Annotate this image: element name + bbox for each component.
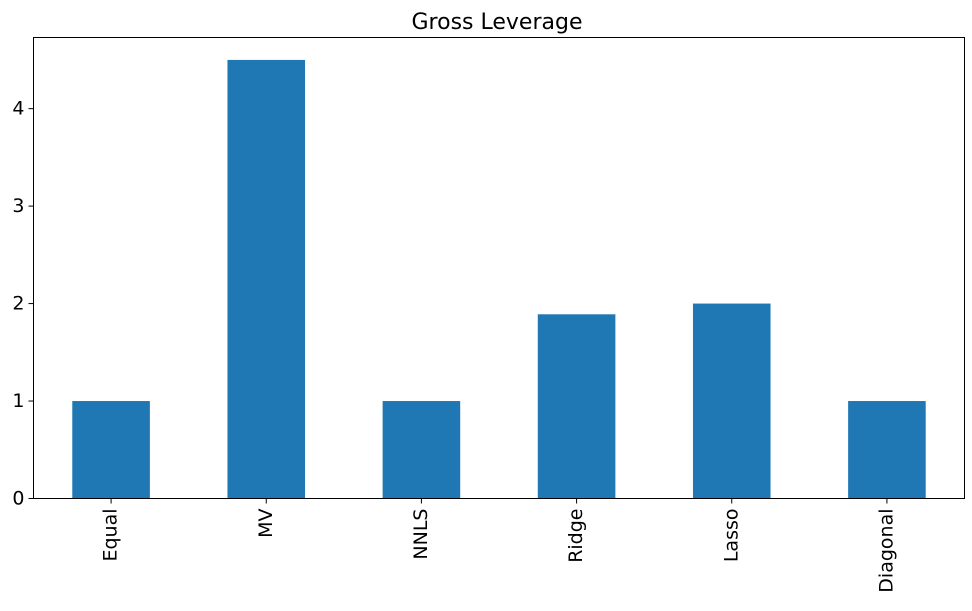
x-axis: Equal MV NNLS Ridge Lasso Diagonal [100,498,897,593]
y-tick-label: 1 [12,390,24,412]
bar-equal [72,401,150,499]
y-tick-label: 3 [12,195,24,217]
bar-mv [227,59,306,499]
y-tick-label: 0 [12,488,24,510]
chart-title: Gross Leverage [412,10,583,35]
bar-lasso [692,303,771,499]
x-tick-label: MV [255,508,277,537]
bars-group [72,59,926,499]
x-tick-label: Lasso [720,509,742,563]
bar-nnls [382,401,461,499]
bar-diagonal [848,401,926,499]
y-axis: 0 1 2 3 4 [12,98,34,510]
y-tick-label: 2 [12,293,24,315]
x-tick-label: Ridge [565,509,587,563]
plot-frame [33,37,965,499]
x-tick-label: Equal [100,509,122,562]
y-tick-label: 4 [12,98,24,120]
bar-ridge [537,314,616,499]
x-tick-label: Diagonal [875,509,897,593]
x-tick-label: NNLS [410,509,432,560]
